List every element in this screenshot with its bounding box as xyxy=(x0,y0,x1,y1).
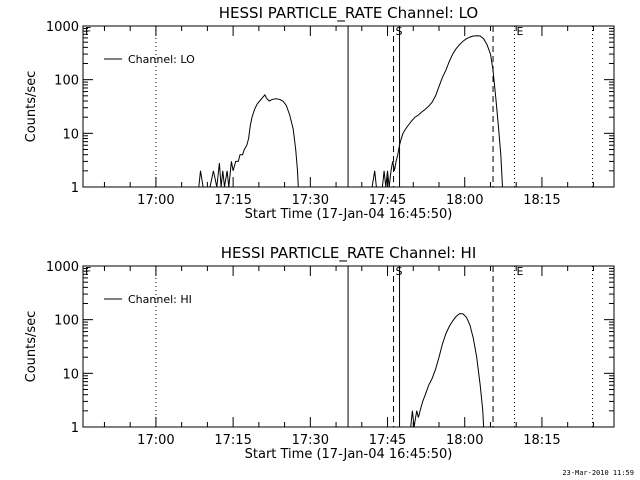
y-tick-label: 10 xyxy=(62,367,79,382)
x-tick-label: 18:00 xyxy=(446,193,483,208)
chart-title: HESSI PARTICLE_RATE Channel: HI xyxy=(221,244,477,263)
legend-label: Channel: HI xyxy=(128,293,192,306)
timestamp: 23-Mar-2010 11:59 xyxy=(562,469,634,477)
x-tick-label: 18:00 xyxy=(446,433,483,448)
y-tick-label: 10 xyxy=(62,127,79,142)
legend-label: Channel: LO xyxy=(128,53,195,66)
marker-label: F xyxy=(85,265,91,278)
chart-panel-2: HESSI PARTICLE_RATE Channel: HI 1 10 100 100… xyxy=(24,244,615,462)
marker-label: E xyxy=(516,25,523,38)
x-tick-label: 17:15 xyxy=(214,433,251,448)
y-tick-label: 1000 xyxy=(46,20,79,35)
x-tick-label: 17:45 xyxy=(369,193,406,208)
chart-panel-1: HESSI PARTICLE_RATE Channel: LO 1 10 100 100… xyxy=(24,4,615,222)
x-tick-label: 17:00 xyxy=(137,433,174,448)
y-tick-label: 1 xyxy=(71,421,79,436)
x-tick-label: 17:45 xyxy=(369,433,406,448)
marker-label: S xyxy=(396,265,403,278)
marker-label: E xyxy=(516,265,523,278)
x-axis-label: Start Time (17-Jan-04 16:45:50) xyxy=(245,447,453,462)
x-axis-label: Start Time (17-Jan-04 16:45:50) xyxy=(245,207,453,222)
y-tick-label: 100 xyxy=(54,314,79,329)
y-tick-label: 1 xyxy=(71,181,79,196)
x-tick-label: 17:30 xyxy=(292,433,329,448)
series-line xyxy=(198,35,503,188)
x-tick-label: 18:15 xyxy=(523,193,560,208)
y-axis-label: Counts/sec xyxy=(24,71,39,143)
x-tick-label: 17:00 xyxy=(137,193,174,208)
x-tick-label: 18:15 xyxy=(523,433,560,448)
marker-label: S xyxy=(396,25,403,38)
chart-title: HESSI PARTICLE_RATE Channel: LO xyxy=(219,4,478,23)
y-axis-label: Counts/sec xyxy=(24,311,39,383)
series-line xyxy=(410,313,485,428)
y-tick-label: 1000 xyxy=(46,260,79,275)
x-tick-label: 17:30 xyxy=(292,193,329,208)
x-tick-label: 17:15 xyxy=(214,193,251,208)
marker-label: F xyxy=(85,25,91,38)
y-tick-label: 100 xyxy=(54,74,79,89)
